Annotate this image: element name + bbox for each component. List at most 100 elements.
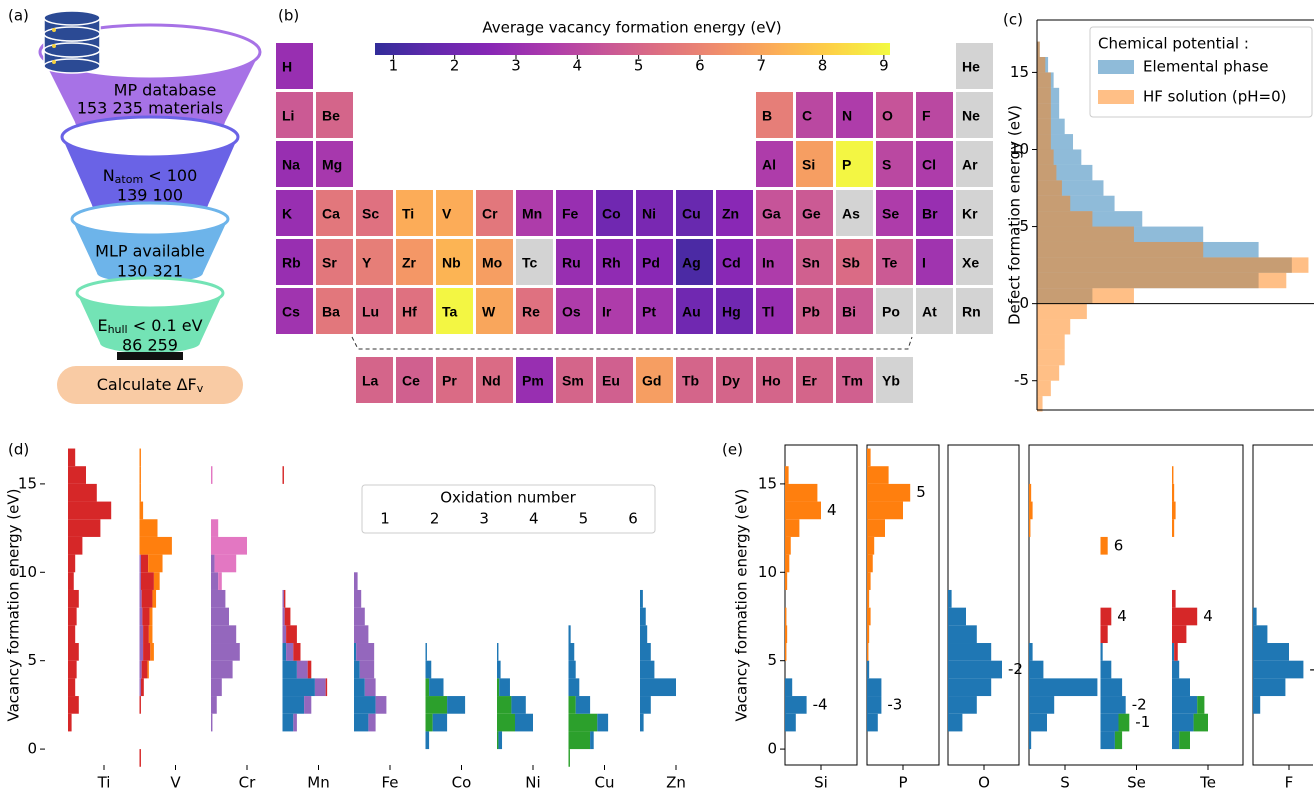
histogram-bar: [141, 555, 148, 573]
element-symbol: Fe: [562, 206, 579, 222]
histogram-bar: [283, 643, 287, 661]
histogram-bar: [285, 608, 291, 626]
colorbar-tick-label: 2: [450, 57, 460, 75]
panel-label: (b): [278, 7, 299, 25]
legend-swatch: [1098, 60, 1134, 74]
histogram-bar: [1172, 678, 1190, 696]
histogram-bar: [426, 661, 432, 679]
histogram-bar: [576, 696, 590, 714]
histogram-bar: [948, 661, 1002, 679]
histogram-bar: [68, 661, 77, 679]
stage-title: MLP available: [95, 242, 205, 261]
element-symbol: Nb: [442, 255, 461, 271]
x-tick-label: Te: [1199, 774, 1216, 792]
histogram-bar: [1029, 696, 1054, 714]
element-symbol: Gd: [642, 373, 661, 389]
histogram-bar: [68, 696, 79, 714]
histogram-bar: [867, 537, 874, 555]
element-symbol: Ni: [642, 206, 656, 222]
histogram-bar: [141, 678, 144, 696]
histogram-bar: [640, 590, 643, 608]
histogram-bar: [1037, 365, 1059, 380]
element-symbol: Ca: [322, 206, 340, 222]
histogram-bar: [569, 625, 571, 643]
histogram-bar: [1037, 242, 1203, 257]
x-tick-label: Mn: [307, 774, 329, 792]
histogram-bar: [68, 449, 75, 467]
element-symbol: Sc: [362, 206, 379, 222]
y-tick-label: 10: [758, 563, 777, 581]
histogram-bar: [867, 696, 881, 714]
histogram-bar: [867, 555, 873, 573]
histogram-bar: [148, 555, 162, 573]
histogram-bar: [68, 484, 97, 502]
element-symbol: Te: [882, 255, 898, 271]
histogram-bar: [143, 625, 149, 643]
histogram-bar: [867, 484, 910, 502]
histogram-bar: [640, 678, 676, 696]
oxidation-label: 4: [827, 501, 837, 519]
histogram-bar: [1037, 134, 1051, 149]
histogram-bar: [1172, 696, 1197, 714]
element-symbol: Na: [282, 157, 300, 173]
histogram-bar: [354, 590, 361, 608]
legend-title: Oxidation number: [440, 489, 576, 507]
histogram-bar: [569, 643, 575, 661]
legend-title: Chemical potential :: [1098, 35, 1249, 53]
histogram-bar: [1037, 381, 1051, 396]
panel-label: (c): [1003, 11, 1023, 29]
element-symbol: Rh: [602, 255, 621, 271]
histogram-bar: [354, 625, 368, 643]
element-symbol: Ir: [602, 304, 612, 320]
histogram-bar: [785, 572, 787, 590]
histogram-bar: [497, 731, 498, 749]
element-symbol: Yb: [882, 373, 900, 389]
element-symbol: P: [842, 157, 851, 173]
histogram-bar: [68, 608, 77, 626]
histogram-bar: [140, 502, 144, 520]
element-symbol: Hf: [402, 304, 417, 320]
histogram-bar: [499, 678, 510, 696]
histogram-bar: [867, 572, 871, 590]
element-symbol: Be: [322, 108, 340, 124]
x-tick-label: V: [170, 774, 181, 792]
histogram-bar: [1172, 661, 1179, 679]
colorbar-tick-label: 9: [879, 57, 889, 75]
histogram-bar: [569, 749, 570, 767]
histogram-bar: [1029, 502, 1033, 520]
histogram-bar: [315, 678, 326, 696]
histogram-bar: [569, 678, 580, 696]
colorbar-tick-label: 4: [573, 57, 583, 75]
oxidation-label: 4: [1203, 607, 1213, 625]
histogram-bar: [785, 555, 789, 573]
histogram-bar: [211, 714, 212, 732]
histogram-bar: [68, 466, 86, 484]
element-symbol: At: [922, 304, 937, 320]
histogram-bar: [867, 643, 868, 661]
element-symbol: Cd: [722, 255, 741, 271]
histogram-bar: [1037, 103, 1051, 118]
stage-title-base: N: [103, 166, 115, 185]
element-symbol: Tm: [842, 373, 863, 389]
histogram-bar: [1253, 643, 1289, 661]
element-symbol: Ne: [962, 108, 980, 124]
histogram-bar: [283, 466, 284, 484]
histogram-bar: [497, 696, 511, 714]
x-tick-label: Ti: [97, 774, 111, 792]
histogram-bar: [1037, 149, 1054, 164]
element-symbol: Li: [282, 108, 294, 124]
histogram-bar: [1172, 731, 1179, 749]
final-step-label: Calculate ΔFv: [97, 375, 204, 396]
funnel-rim: [72, 203, 228, 235]
histogram-bar: [785, 484, 817, 502]
element-symbol: Kr: [962, 206, 978, 222]
x-tick-label: Ni: [525, 774, 540, 792]
colorbar-tick-label: 3: [511, 57, 521, 75]
element-symbol: Dy: [722, 373, 740, 389]
histogram-bar: [498, 731, 502, 749]
element-symbol: Ge: [802, 206, 821, 222]
element-symbol: Hg: [722, 304, 741, 320]
histogram-bar: [1029, 484, 1031, 502]
element-symbol: Mo: [482, 255, 502, 271]
histogram-bar: [211, 519, 218, 537]
